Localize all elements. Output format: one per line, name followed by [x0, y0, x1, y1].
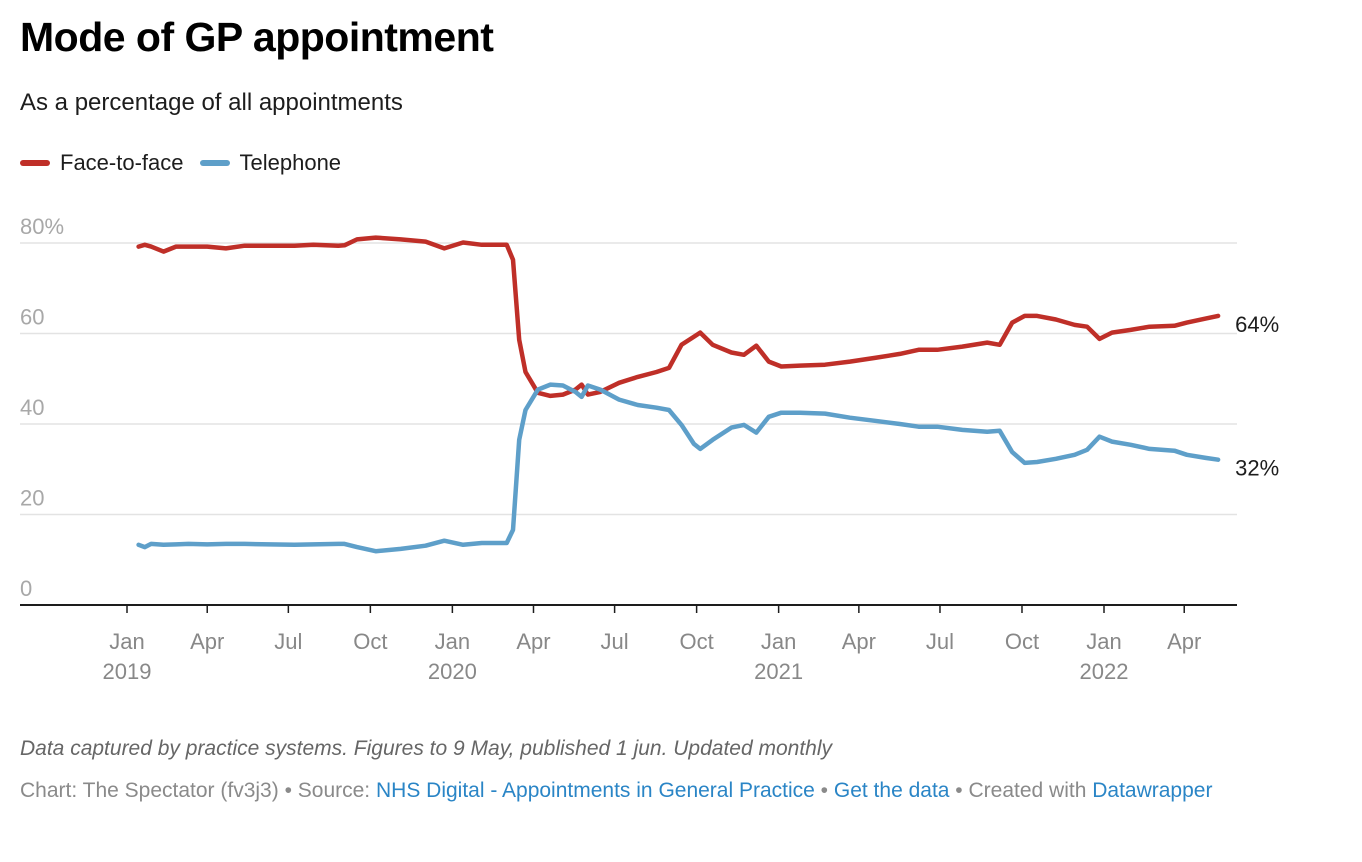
chart-title: Mode of GP appointment [20, 14, 494, 60]
y-tick-label: 20 [20, 486, 44, 511]
source-prefix: Source: [297, 779, 376, 802]
source-link[interactable]: NHS Digital - Appointments in General Pr… [375, 779, 815, 802]
x-tick-year-label: 2020 [428, 659, 477, 684]
end-labels: 64% 32% [1235, 312, 1279, 481]
series-line-face-to-face [136, 235, 1221, 399]
y-tick-label: 60 [20, 305, 44, 330]
x-tick-label: Apr [842, 629, 876, 654]
y-tick-label: 0 [20, 576, 32, 601]
x-tick-label: Apr [1167, 629, 1201, 654]
x-tick-year-label: 2021 [754, 659, 803, 684]
datawrapper-link[interactable]: Datawrapper [1092, 779, 1213, 802]
legend-swatch-telephone [199, 160, 230, 166]
x-tick-year-label: 2022 [1080, 659, 1129, 684]
series-lines [136, 235, 1221, 554]
legend-swatch-face-to-face [20, 160, 50, 166]
series-line-telephone [136, 382, 1221, 554]
x-tick-label: Oct [1005, 629, 1039, 654]
x-axis: Jan 2019 Apr Jul Oct Jan 2020 Apr Jul Oct Jan 2021 A… [20, 604, 1237, 684]
chart-credit: Chart: The Spectator (fv3j3) [20, 779, 279, 802]
x-tick-label: Jan [435, 629, 470, 654]
separator: • [949, 779, 969, 802]
x-tick-label: Jan [761, 629, 796, 654]
separator: • [278, 779, 298, 802]
legend-label-telephone: Telephone [239, 150, 342, 175]
chart-subtitle: As a percentage of all appointments [20, 89, 403, 116]
x-tick-label: Jul [274, 629, 302, 654]
y-axis-labels: 0 20 40 60 80% [20, 214, 64, 601]
end-label-face-to-face: 64% [1235, 312, 1279, 337]
get-the-data-link[interactable]: Get the data [833, 779, 950, 802]
created-with-prefix: Created with [968, 779, 1093, 802]
legend-item-telephone: Telephone [199, 150, 342, 176]
x-tick-label: Jul [601, 629, 629, 654]
line-chart: 0 20 40 60 80% Jan 2019 Apr Jul Oct Jan 2020 Apr Jul… [20, 214, 1279, 684]
y-tick-label: 40 [20, 395, 44, 420]
end-label-telephone: 32% [1235, 456, 1279, 481]
x-tick-label: Apr [190, 629, 224, 654]
x-tick-label: Jan [1086, 629, 1121, 654]
legend-label-face-to-face: Face-to-face [60, 150, 184, 175]
chart-notes: Data captured by practice systems. Figur… [20, 737, 833, 760]
x-tick-label: Apr [516, 629, 550, 654]
x-tick-label: Oct [680, 629, 714, 654]
x-tick-year-label: 2019 [103, 659, 152, 684]
x-tick-label: Oct [353, 629, 387, 654]
y-tick-label: 80% [20, 214, 64, 239]
x-tick-label: Jul [926, 629, 954, 654]
separator: • [814, 779, 834, 802]
legend-item-face-to-face: Face-to-face [20, 150, 184, 176]
gridlines [20, 242, 1237, 516]
byline: Chart: The Spectator (fv3j3) • Source: N… [20, 779, 1212, 803]
x-tick-label: Jan [109, 629, 144, 654]
legend: Face-to-face Telephone [20, 150, 357, 176]
